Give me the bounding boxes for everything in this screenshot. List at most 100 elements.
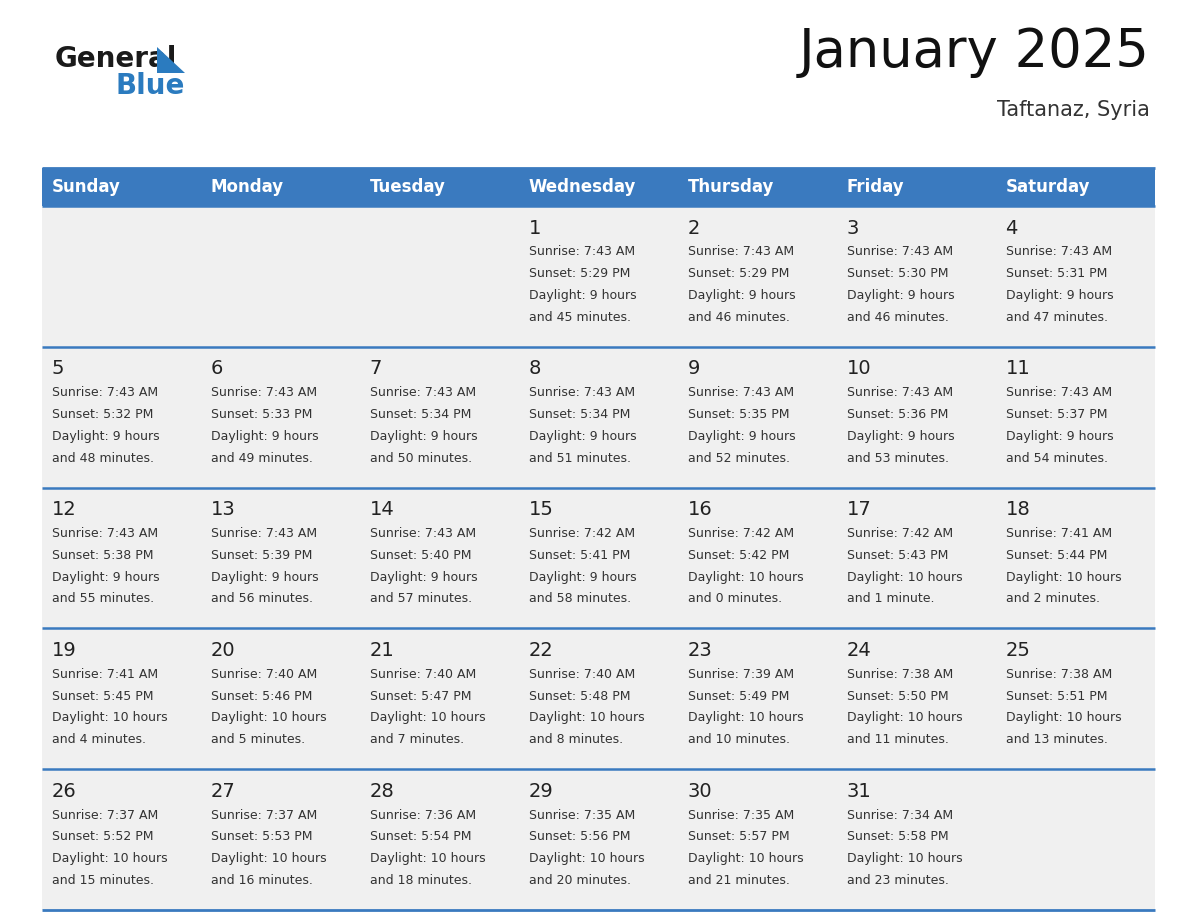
Text: Sunrise: 7:41 AM: Sunrise: 7:41 AM: [1005, 527, 1112, 540]
Text: 2: 2: [688, 218, 700, 238]
Text: Sunrise: 7:43 AM: Sunrise: 7:43 AM: [847, 245, 953, 259]
Text: and 0 minutes.: and 0 minutes.: [688, 592, 782, 606]
Text: 27: 27: [210, 782, 235, 800]
FancyBboxPatch shape: [519, 206, 678, 347]
Text: Friday: Friday: [847, 178, 904, 196]
Text: and 54 minutes.: and 54 minutes.: [1005, 452, 1107, 465]
Text: and 47 minutes.: and 47 minutes.: [1005, 311, 1107, 324]
Text: and 16 minutes.: and 16 minutes.: [210, 874, 312, 887]
FancyBboxPatch shape: [838, 206, 996, 347]
Text: 9: 9: [688, 360, 700, 378]
Text: Sunrise: 7:39 AM: Sunrise: 7:39 AM: [688, 667, 794, 681]
FancyBboxPatch shape: [201, 487, 360, 629]
FancyBboxPatch shape: [678, 206, 838, 347]
FancyBboxPatch shape: [42, 347, 201, 487]
Text: 15: 15: [529, 500, 554, 520]
Text: Daylight: 9 hours: Daylight: 9 hours: [51, 571, 159, 584]
Text: 24: 24: [847, 641, 871, 660]
Text: 4: 4: [1005, 218, 1018, 238]
Text: Sunrise: 7:35 AM: Sunrise: 7:35 AM: [688, 809, 794, 822]
Text: Sunrise: 7:43 AM: Sunrise: 7:43 AM: [529, 386, 634, 399]
FancyBboxPatch shape: [360, 629, 519, 769]
Text: 25: 25: [1005, 641, 1030, 660]
Text: 19: 19: [51, 641, 76, 660]
Text: Sunset: 5:34 PM: Sunset: 5:34 PM: [369, 408, 470, 421]
Text: Sunrise: 7:43 AM: Sunrise: 7:43 AM: [1005, 245, 1112, 259]
Text: Sunrise: 7:43 AM: Sunrise: 7:43 AM: [210, 386, 317, 399]
Text: Sunrise: 7:43 AM: Sunrise: 7:43 AM: [369, 386, 475, 399]
Text: Daylight: 10 hours: Daylight: 10 hours: [51, 711, 168, 724]
Text: Daylight: 9 hours: Daylight: 9 hours: [688, 289, 795, 302]
Text: and 13 minutes.: and 13 minutes.: [1005, 733, 1107, 746]
Text: Daylight: 10 hours: Daylight: 10 hours: [688, 571, 803, 584]
Text: Sunrise: 7:43 AM: Sunrise: 7:43 AM: [847, 386, 953, 399]
Text: and 48 minutes.: and 48 minutes.: [51, 452, 153, 465]
FancyBboxPatch shape: [201, 347, 360, 487]
Text: Sunrise: 7:42 AM: Sunrise: 7:42 AM: [688, 527, 794, 540]
Text: Daylight: 10 hours: Daylight: 10 hours: [847, 711, 962, 724]
FancyBboxPatch shape: [360, 769, 519, 910]
Text: Sunrise: 7:42 AM: Sunrise: 7:42 AM: [847, 527, 953, 540]
Text: and 23 minutes.: and 23 minutes.: [847, 874, 948, 887]
Text: Sunset: 5:35 PM: Sunset: 5:35 PM: [688, 408, 789, 421]
Text: 1: 1: [529, 218, 541, 238]
Text: 10: 10: [847, 360, 871, 378]
Text: Sunset: 5:54 PM: Sunset: 5:54 PM: [369, 831, 470, 844]
FancyBboxPatch shape: [201, 769, 360, 910]
Text: and 5 minutes.: and 5 minutes.: [210, 733, 304, 746]
Text: Daylight: 10 hours: Daylight: 10 hours: [529, 852, 644, 866]
Text: Sunset: 5:56 PM: Sunset: 5:56 PM: [529, 831, 630, 844]
Text: and 56 minutes.: and 56 minutes.: [210, 592, 312, 606]
Text: Sunrise: 7:43 AM: Sunrise: 7:43 AM: [51, 527, 158, 540]
FancyBboxPatch shape: [360, 206, 519, 347]
Text: Sunrise: 7:35 AM: Sunrise: 7:35 AM: [529, 809, 634, 822]
FancyBboxPatch shape: [519, 629, 678, 769]
Text: Sunrise: 7:42 AM: Sunrise: 7:42 AM: [529, 527, 634, 540]
Text: 21: 21: [369, 641, 394, 660]
Text: Sunset: 5:58 PM: Sunset: 5:58 PM: [847, 831, 948, 844]
FancyBboxPatch shape: [201, 206, 360, 347]
Text: Daylight: 9 hours: Daylight: 9 hours: [529, 289, 636, 302]
Text: Daylight: 10 hours: Daylight: 10 hours: [1005, 571, 1121, 584]
Text: Sunset: 5:37 PM: Sunset: 5:37 PM: [1005, 408, 1107, 421]
Text: Sunset: 5:31 PM: Sunset: 5:31 PM: [1005, 267, 1107, 280]
Text: Daylight: 10 hours: Daylight: 10 hours: [1005, 711, 1121, 724]
Text: Daylight: 9 hours: Daylight: 9 hours: [688, 430, 795, 442]
Text: Sunrise: 7:43 AM: Sunrise: 7:43 AM: [210, 527, 317, 540]
Text: Wednesday: Wednesday: [529, 178, 636, 196]
Text: Daylight: 9 hours: Daylight: 9 hours: [1005, 430, 1113, 442]
FancyBboxPatch shape: [996, 769, 1155, 910]
FancyBboxPatch shape: [519, 347, 678, 487]
Text: Sunset: 5:51 PM: Sunset: 5:51 PM: [1005, 689, 1107, 702]
FancyBboxPatch shape: [838, 487, 996, 629]
Text: Sunset: 5:46 PM: Sunset: 5:46 PM: [210, 689, 312, 702]
Text: Daylight: 10 hours: Daylight: 10 hours: [210, 852, 327, 866]
Text: 26: 26: [51, 782, 76, 800]
Text: Sunrise: 7:40 AM: Sunrise: 7:40 AM: [529, 667, 634, 681]
Text: Sunrise: 7:40 AM: Sunrise: 7:40 AM: [369, 667, 475, 681]
Text: 18: 18: [1005, 500, 1030, 520]
Text: Sunrise: 7:43 AM: Sunrise: 7:43 AM: [688, 386, 794, 399]
Text: and 18 minutes.: and 18 minutes.: [369, 874, 472, 887]
Text: 7: 7: [369, 360, 381, 378]
Text: Sunset: 5:34 PM: Sunset: 5:34 PM: [529, 408, 630, 421]
FancyBboxPatch shape: [42, 168, 1155, 206]
FancyBboxPatch shape: [678, 769, 838, 910]
FancyBboxPatch shape: [838, 347, 996, 487]
Text: and 7 minutes.: and 7 minutes.: [369, 733, 463, 746]
Text: Sunday: Sunday: [51, 178, 120, 196]
Text: Daylight: 9 hours: Daylight: 9 hours: [529, 430, 636, 442]
Text: Sunset: 5:33 PM: Sunset: 5:33 PM: [210, 408, 312, 421]
Text: Sunset: 5:50 PM: Sunset: 5:50 PM: [847, 689, 948, 702]
Text: Sunrise: 7:43 AM: Sunrise: 7:43 AM: [529, 245, 634, 259]
FancyBboxPatch shape: [201, 629, 360, 769]
Text: Sunrise: 7:37 AM: Sunrise: 7:37 AM: [51, 809, 158, 822]
FancyBboxPatch shape: [996, 347, 1155, 487]
Text: Thursday: Thursday: [688, 178, 773, 196]
Text: Sunset: 5:49 PM: Sunset: 5:49 PM: [688, 689, 789, 702]
Text: January 2025: January 2025: [800, 26, 1150, 78]
Text: Sunrise: 7:36 AM: Sunrise: 7:36 AM: [369, 809, 475, 822]
Text: Sunrise: 7:40 AM: Sunrise: 7:40 AM: [210, 667, 317, 681]
Text: Sunset: 5:52 PM: Sunset: 5:52 PM: [51, 831, 153, 844]
Text: 30: 30: [688, 782, 712, 800]
